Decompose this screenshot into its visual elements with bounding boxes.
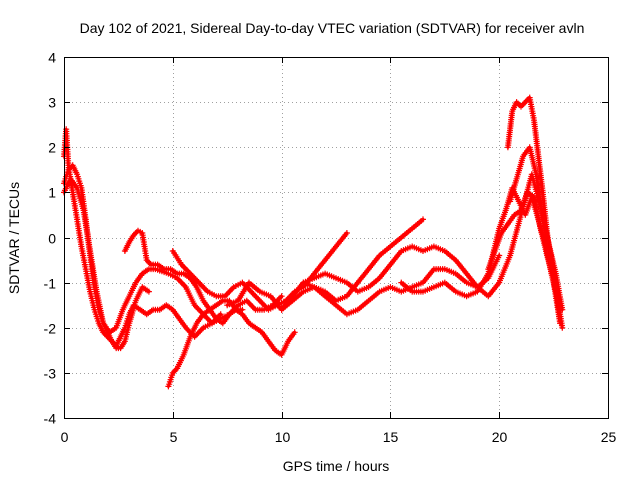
x-tick-label: 10 <box>275 429 291 445</box>
y-tick-label: 3 <box>48 95 56 111</box>
y-tick-label: 0 <box>48 231 56 247</box>
series-track-13 <box>507 144 566 313</box>
y-tick-label: -3 <box>44 366 57 382</box>
series-markers <box>169 230 350 313</box>
series-markers <box>121 227 246 327</box>
series-markers <box>61 126 152 352</box>
series-track-1 <box>61 126 152 352</box>
series-track-5 <box>165 297 298 390</box>
grid-lines <box>64 57 608 418</box>
chart-title: Day 102 of 2021, Sidereal Day-to-day VTE… <box>80 20 585 36</box>
x-tick-label: 5 <box>170 429 178 445</box>
y-tick-label: -2 <box>44 321 57 337</box>
y-axis-label: SDTVAR / TECUs <box>6 182 22 294</box>
y-tick-label: 1 <box>48 185 56 201</box>
series-track-4 <box>121 227 246 327</box>
x-tick-label: 25 <box>601 429 617 445</box>
y-tick-label: -4 <box>44 411 57 427</box>
series-track-11 <box>504 94 564 327</box>
axis-ticks: 0 5 10 15 20 25 -4 -3 -2 -1 0 1 2 3 4 <box>44 50 617 446</box>
data-series <box>61 94 566 390</box>
x-tick-label: 20 <box>492 429 508 445</box>
y-tick-label: 2 <box>48 140 56 156</box>
y-tick-label: -1 <box>44 276 57 292</box>
x-tick-label: 0 <box>61 429 69 445</box>
series-markers <box>165 297 298 390</box>
y-tick-label: 4 <box>48 50 56 66</box>
x-tick-label: 15 <box>383 429 399 445</box>
series-markers <box>507 144 566 313</box>
x-axis-label: GPS time / hours <box>283 458 390 474</box>
series-track-6 <box>169 230 350 313</box>
